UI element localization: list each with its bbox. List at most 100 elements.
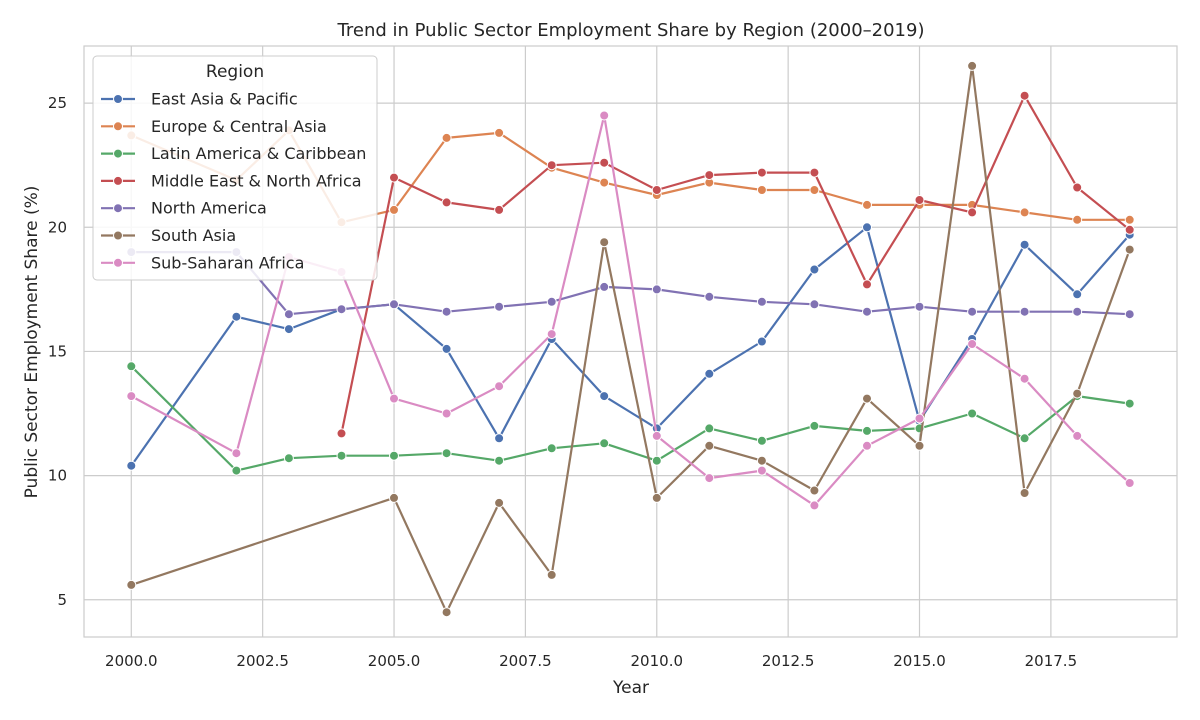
data-point <box>283 309 294 320</box>
data-point <box>126 391 137 402</box>
legend-swatch-marker <box>113 175 123 186</box>
legend-label: South Asia <box>151 226 236 245</box>
data-point <box>862 222 872 233</box>
data-point <box>494 381 505 392</box>
data-point <box>546 160 557 171</box>
data-point <box>599 438 610 449</box>
data-point <box>914 301 925 312</box>
data-point <box>704 368 715 379</box>
data-point <box>914 413 925 424</box>
y-tick-label: 25 <box>48 94 67 112</box>
data-point <box>283 453 294 464</box>
data-point <box>809 500 820 511</box>
x-tick-label: 2000.0 <box>105 652 158 670</box>
data-point <box>441 607 452 618</box>
data-point <box>651 455 662 466</box>
data-point <box>967 339 978 349</box>
data-point <box>862 279 872 290</box>
y-tick-labels: 5 10 15 20 25 <box>48 94 67 609</box>
x-tick-labels: 2000.0 2002.5 2005.0 2007.5 2010.0 2012.5 2015… <box>105 652 1077 670</box>
data-point <box>231 465 242 476</box>
data-point <box>126 579 137 590</box>
data-point <box>599 391 610 402</box>
legend: Region East Asia & Pacific Europe & Centr… <box>92 55 378 281</box>
series-middle-east-and-north-africa <box>336 90 1135 439</box>
legend-item: North America <box>101 199 267 218</box>
x-tick-label: 2007.5 <box>499 652 552 670</box>
data-point <box>336 304 347 315</box>
series-north-america <box>126 247 1135 320</box>
data-point <box>389 299 399 310</box>
legend-swatch-marker <box>113 148 123 159</box>
data-point <box>1019 90 1030 101</box>
data-point <box>1072 306 1083 317</box>
legend-item: Latin America & Caribbean <box>101 144 366 163</box>
data-point <box>389 393 399 404</box>
data-point <box>704 291 715 302</box>
x-tick-label: 2012.5 <box>762 652 815 670</box>
legend-swatch-marker <box>113 121 123 132</box>
axes <box>83 45 1178 638</box>
data-point <box>546 329 557 340</box>
data-point <box>494 301 505 312</box>
data-point <box>1072 214 1083 225</box>
data-point <box>283 324 294 335</box>
x-tick-label: 2015.0 <box>893 652 946 670</box>
x-axis-title: Year <box>612 678 649 698</box>
data-point <box>546 569 557 580</box>
data-point <box>651 284 662 295</box>
plot-frame <box>83 45 1178 638</box>
data-point <box>336 428 347 439</box>
data-point <box>862 440 872 451</box>
data-point <box>599 110 610 121</box>
legend-item: Europe & Central Asia <box>101 117 327 136</box>
data-point <box>441 306 452 317</box>
data-point <box>809 167 820 178</box>
data-point <box>756 465 767 476</box>
data-point <box>1124 224 1135 235</box>
data-point <box>1019 373 1030 384</box>
data-point <box>494 204 505 215</box>
data-point <box>441 343 452 354</box>
data-point <box>809 185 820 195</box>
data-point <box>756 296 767 307</box>
data-point <box>651 185 662 195</box>
data-point <box>756 185 767 195</box>
x-tick-label: 2010.0 <box>631 652 684 670</box>
legend-swatch-marker <box>113 230 123 241</box>
data-point <box>809 420 820 431</box>
data-point <box>1072 182 1083 193</box>
data-point <box>651 492 662 503</box>
y-tick-label: 5 <box>57 591 67 609</box>
data-point <box>704 440 715 451</box>
data-point <box>651 430 662 441</box>
legend-items: East Asia & Pacific Europe & Central Asia… <box>101 90 366 272</box>
data-point <box>756 455 767 466</box>
data-point <box>494 497 505 508</box>
data-point <box>756 167 767 178</box>
data-point <box>231 311 242 322</box>
data-point <box>1019 488 1030 498</box>
data-point <box>599 237 610 248</box>
data-point <box>546 443 557 454</box>
data-point <box>967 408 978 419</box>
data-point <box>1019 306 1030 317</box>
legend-label: Sub-Saharan Africa <box>151 253 304 272</box>
data-point <box>862 199 872 210</box>
data-point <box>756 336 767 347</box>
legend-swatch-marker <box>113 203 123 214</box>
data-point <box>231 448 242 459</box>
data-point <box>599 177 610 188</box>
data-point <box>967 306 978 317</box>
data-point <box>389 450 399 461</box>
data-point <box>126 361 137 372</box>
data-point <box>809 264 820 275</box>
x-tick-label: 2005.0 <box>368 652 421 670</box>
data-point <box>126 460 137 471</box>
data-point <box>862 425 872 436</box>
data-point <box>967 60 978 71</box>
data-point <box>494 433 505 444</box>
data-point <box>599 157 610 168</box>
legend-title: Region <box>206 62 264 82</box>
